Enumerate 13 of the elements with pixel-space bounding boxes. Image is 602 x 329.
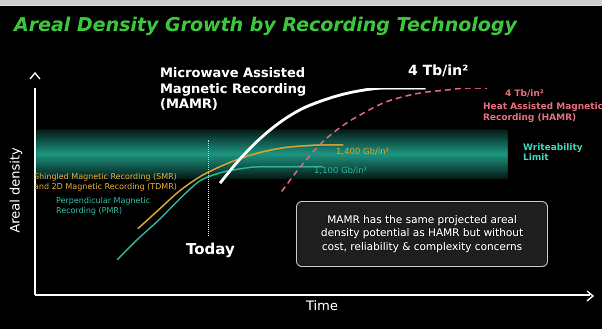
text: 4 Tb/in² <box>408 63 468 79</box>
chart-title: Areal Density Growth by Recording Technology <box>14 14 517 36</box>
series-label: Heat Assisted Magnetic Recording (HAMR) <box>483 102 602 124</box>
annotation: 1,100 Gb/in² <box>314 166 368 176</box>
annotation: Today <box>186 240 235 258</box>
annotation: 1,400 Gb/in² <box>336 147 390 157</box>
series-label: Perpendicular Magnetic Recording (PMR) <box>56 196 152 216</box>
annotation: 4 Tb/in² <box>505 89 544 99</box>
band-label: Writeability Limit <box>523 142 584 163</box>
series-label: Microwave Assisted Magnetic Recording (MAMR) <box>160 66 308 113</box>
y-axis-title: Areal density <box>8 147 24 233</box>
callout-box: MAMR has the same projected areal density potential as HAMR but without cost, reliability & complexity concerns <box>296 201 548 267</box>
x-axis-title: Time <box>306 299 338 314</box>
